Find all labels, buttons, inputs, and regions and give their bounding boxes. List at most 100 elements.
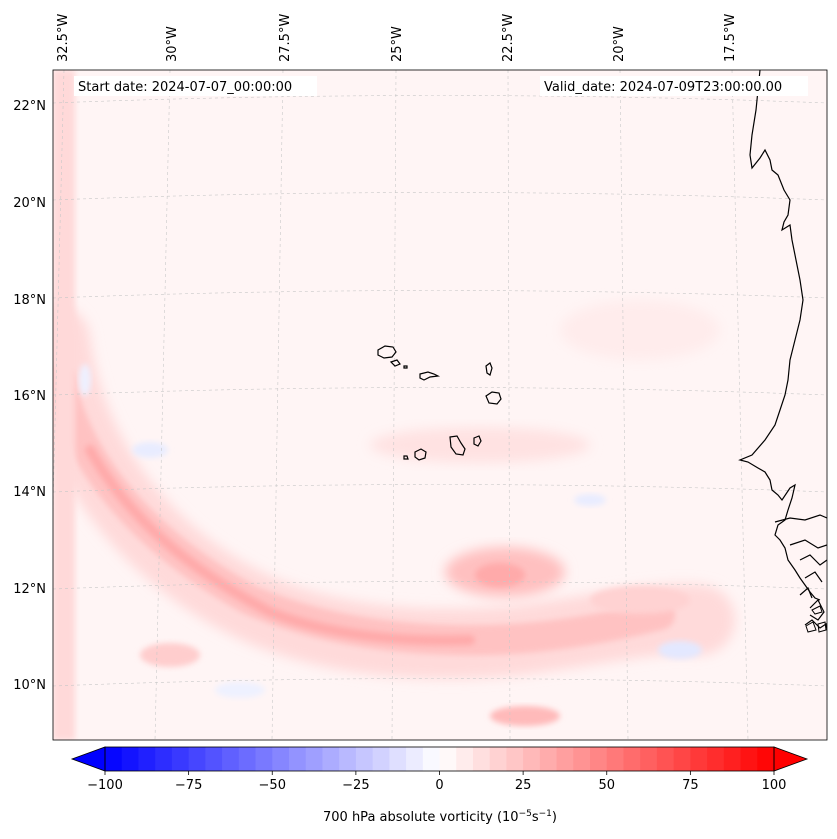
gridlines (53, 70, 827, 740)
negative-vorticity-patch-1 (132, 442, 168, 458)
colorbar-segment (322, 747, 340, 771)
lat-gridline-18 (53, 290, 827, 299)
lon-gridline-20 (619, 70, 629, 740)
valid-date-text: Valid_date: 2024-07-09T23:00:00.00 (544, 80, 782, 95)
colorbar-label: 700 hPa absolute vorticity (10−5s−1) (323, 809, 557, 825)
colorbar-segment (623, 747, 641, 771)
lon-gridline-22.5 (507, 70, 511, 740)
island-sao-nicolau (419, 371, 441, 381)
vorticity-patch-ne (560, 300, 720, 360)
map-frame (52, 69, 828, 741)
bijagos-islands (805, 605, 827, 633)
colorbar-segment (523, 747, 541, 771)
lon-label: 32.5°W (56, 14, 71, 62)
negative-vorticity-patch-3 (79, 364, 91, 396)
colorbar-segment (723, 747, 742, 771)
lon-gridline-25 (391, 70, 397, 740)
africa-coastline-south (774, 514, 827, 631)
vorticity-blob-east (590, 586, 690, 614)
colorbar-segment (121, 747, 139, 771)
negative-vorticity-patch-5 (215, 682, 265, 698)
lat-gridline-22 (53, 95, 827, 104)
island-santiago (449, 435, 466, 456)
colorbar-tick-label: −75 (175, 778, 202, 793)
colorbar-segment (707, 747, 725, 771)
colorbar-tick-label: 75 (682, 778, 699, 793)
colorbar-tick-label: −100 (87, 778, 123, 793)
colorbar-ticks: −100 −75 −50 −25 0 25 50 75 100 (87, 771, 786, 793)
lat-label: 22°N (13, 99, 46, 114)
colorbar-segment (606, 747, 624, 771)
cape-verde-islands (377, 345, 502, 461)
colorbar-segment (673, 747, 691, 771)
lat-gridline-16 (53, 387, 827, 396)
vorticity-west-edge (53, 70, 75, 740)
lat-gridline-20 (53, 192, 827, 201)
valid-date-box (540, 76, 808, 96)
colorbar: −100 −75 −50 −25 0 25 50 75 100 700 hPa absolute… (70, 746, 809, 825)
vorticity-band-core (85, 445, 475, 646)
colorbar-segment (406, 747, 424, 771)
island-santo-antao (377, 345, 397, 359)
colorbar-segment (422, 747, 441, 771)
vorticity-patch-north (370, 427, 590, 463)
colorbar-segment (472, 747, 491, 771)
colorbar-segment (238, 747, 257, 771)
colorbar-segment (740, 747, 758, 771)
colorbar-segment (389, 747, 407, 771)
colorbar-segment (640, 747, 658, 771)
vorticity-blob-west (140, 643, 200, 667)
colorbar-extend-min-arrow (70, 746, 106, 772)
lat-gridline-14 (53, 484, 827, 493)
vorticity-max-core (475, 563, 525, 587)
colorbar-segment (539, 747, 558, 771)
colorbar-segment (205, 747, 223, 771)
colorbar-tick-label: 100 (762, 778, 787, 793)
vorticity-blob-south (490, 706, 560, 726)
lon-label: 27.5°W (278, 14, 293, 62)
colorbar-extend-max-arrow (773, 746, 809, 772)
colorbar-segment (272, 747, 290, 771)
lon-gridline-27.5 (271, 70, 284, 740)
start-date-text: Start date: 2024-07-07_00:00:00 (78, 80, 292, 95)
lon-gridline-30 (154, 70, 171, 740)
lon-label: 17.5°W (723, 14, 738, 62)
lat-gridline-12 (53, 581, 827, 590)
negative-vorticity-patch-2 (658, 641, 702, 659)
lon-label: 20°W (612, 26, 627, 62)
colorbar-segment (489, 747, 507, 771)
colorbar-segment (339, 747, 357, 771)
lat-label: 18°N (13, 293, 46, 308)
colorbar-segment (590, 747, 608, 771)
map-panel (53, 70, 827, 740)
colorbar-segment (355, 747, 374, 771)
colorbar-segment (305, 747, 323, 771)
island-brava (403, 455, 409, 460)
colorbar-segment (439, 747, 457, 771)
island-boa-vista (485, 391, 502, 405)
lat-label: 14°N (13, 485, 46, 500)
colorbar-segment (288, 747, 307, 771)
colorbar-tick-label: 25 (515, 778, 532, 793)
latitude-labels: 22°N 20°N 18°N 16°N 14°N 12°N 10°N (13, 99, 46, 693)
colorbar-segment (105, 747, 123, 771)
colorbar-segment (456, 747, 474, 771)
island-maio (473, 435, 482, 447)
colorbar-segment (506, 747, 524, 771)
colorbar-segment (138, 747, 156, 771)
colorbar-tick-label: −50 (259, 778, 286, 793)
colorbar-segment (372, 747, 390, 771)
colorbar-segments (105, 747, 775, 771)
lon-label: 22.5°W (501, 14, 516, 62)
colorbar-segment (656, 747, 675, 771)
longitude-labels: 32.5°W 30°W 27.5°W 25°W 22.5°W 20°W 17.5… (56, 14, 738, 62)
colorbar-segment (573, 747, 591, 771)
colorbar-segment (556, 747, 574, 771)
lon-gridline-17.5 (731, 70, 749, 740)
lat-label: 16°N (13, 389, 46, 404)
colorbar-tick-label: −25 (342, 778, 369, 793)
start-date-box (74, 76, 317, 96)
africa-coastline (738, 70, 821, 601)
colorbar-segment (188, 747, 206, 771)
vorticity-field (53, 70, 735, 740)
